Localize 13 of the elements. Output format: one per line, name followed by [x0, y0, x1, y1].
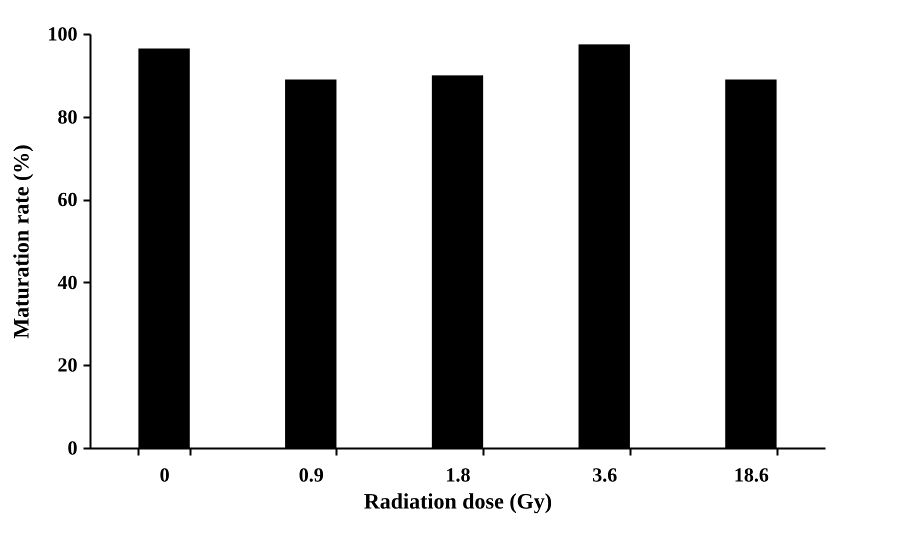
y-axis-title: Maturation rate (%) — [8, 144, 34, 339]
x-tick-label: 1.8 — [446, 464, 470, 486]
y-tick-label: 100 — [48, 24, 78, 46]
y-tick-label: 80 — [58, 106, 78, 128]
x-tick-label: 0.9 — [298, 464, 324, 486]
x-tick-label: 0 — [160, 464, 170, 486]
x-tick-label: 3.6 — [592, 464, 618, 486]
x-tick-label: 18.6 — [734, 464, 769, 486]
x-axis-title: Radiation dose (Gy) — [364, 488, 552, 514]
y-tick-label: 40 — [58, 272, 78, 294]
y-tick-label: 20 — [58, 354, 78, 377]
y-tick-label: 0 — [68, 438, 78, 460]
y-tick-label: 60 — [58, 189, 78, 212]
